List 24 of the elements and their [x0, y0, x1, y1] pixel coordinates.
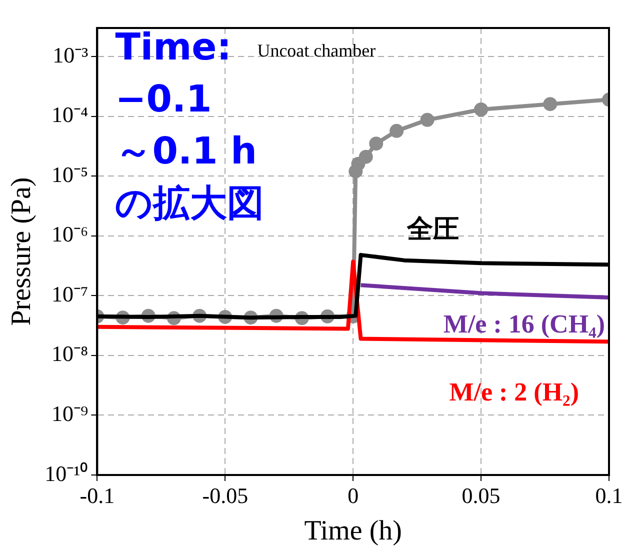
y-tick-label: 10⁻⁵ [52, 162, 88, 187]
point [474, 102, 488, 116]
point [369, 136, 384, 151]
y-axis-title: Pressure (Pa) [6, 177, 38, 326]
point [351, 156, 366, 171]
point [358, 150, 373, 164]
point [543, 97, 558, 112]
y-tick-label: 10⁻⁷ [52, 281, 88, 306]
y-tick-label: 10⁻⁶ [52, 222, 88, 247]
x-tick-label: -0.05 [202, 482, 248, 508]
y-tick-label: 10⁻⁴ [52, 102, 89, 128]
series-label: M/e : 16 (CH₄) [443, 309, 605, 338]
series-label: M/e : 2 (H₂) [449, 377, 579, 406]
series-label: 全圧 [406, 214, 459, 244]
x-tick-label: 0.1 [595, 482, 623, 508]
point [390, 124, 404, 138]
y-tick-label: 10⁻⁸ [52, 341, 88, 366]
y-tick-label: 10⁻⁹ [52, 401, 89, 426]
y-tick-label: 10⁻³ [52, 42, 89, 68]
x-tick-label: 0 [348, 482, 359, 508]
x-tick-label: 0.05 [462, 482, 500, 508]
point [420, 112, 434, 127]
annotation: Uncoat chamber [257, 40, 376, 61]
x-axis-title: Time (h) [304, 516, 402, 547]
